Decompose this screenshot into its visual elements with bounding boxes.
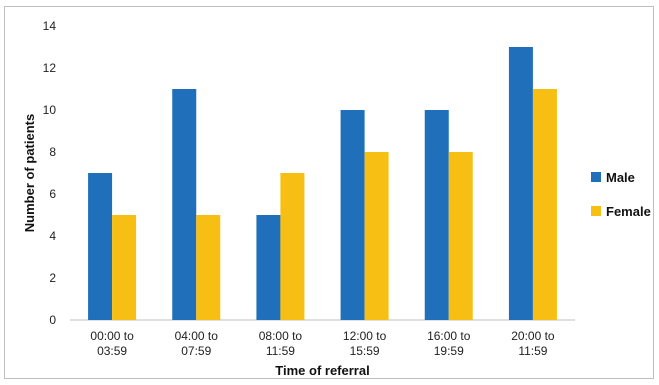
y-tick-label: 12 xyxy=(43,61,57,75)
x-axis-title: Time of referral xyxy=(275,363,369,378)
x-tick-label: 04:00 to 07:59 xyxy=(175,329,219,358)
legend-label-female: Female xyxy=(606,204,651,219)
bar-male xyxy=(340,110,365,320)
y-tick-label: 10 xyxy=(43,103,57,117)
y-tick-label: 2 xyxy=(49,271,56,285)
x-tick-label: 16:00 to 19:59 xyxy=(427,329,471,358)
bars xyxy=(88,47,557,320)
y-tick-label: 14 xyxy=(43,19,57,33)
bar-male xyxy=(88,173,113,320)
x-tick-label: 20:00 to 11:59 xyxy=(511,329,555,358)
y-tick-label: 4 xyxy=(49,229,56,243)
x-axis-ticks: 00:00 to 03:59 04:00 to 07:59 08:00 to 11:59 1… xyxy=(90,329,555,358)
bar-female xyxy=(112,215,137,320)
bar-female xyxy=(532,89,557,320)
bar-male xyxy=(256,215,281,320)
legend-swatch-male xyxy=(591,172,601,182)
y-tick-label: 6 xyxy=(49,187,56,201)
legend-swatch-female xyxy=(591,206,601,216)
y-tick-label: 0 xyxy=(49,313,56,327)
bar-male xyxy=(172,89,197,320)
x-tick-label: 08:00 to 11:59 xyxy=(259,329,303,358)
bar-female xyxy=(364,152,389,320)
bar-male xyxy=(424,110,449,320)
x-tick-label: 12:00 to 15:59 xyxy=(343,329,387,358)
bar-female xyxy=(448,152,473,320)
y-axis-title: Number of patients xyxy=(22,114,37,232)
legend-label-male: Male xyxy=(606,170,635,185)
bar-female xyxy=(280,173,305,320)
legend: Male Female xyxy=(591,170,651,219)
x-tick-label: 00:00 to 03:59 xyxy=(90,329,134,358)
y-tick-label: 8 xyxy=(49,145,56,159)
y-axis-ticks: 0 2 4 6 8 10 12 14 xyxy=(43,19,57,327)
bar-female xyxy=(196,215,221,320)
bar-male xyxy=(508,47,533,320)
